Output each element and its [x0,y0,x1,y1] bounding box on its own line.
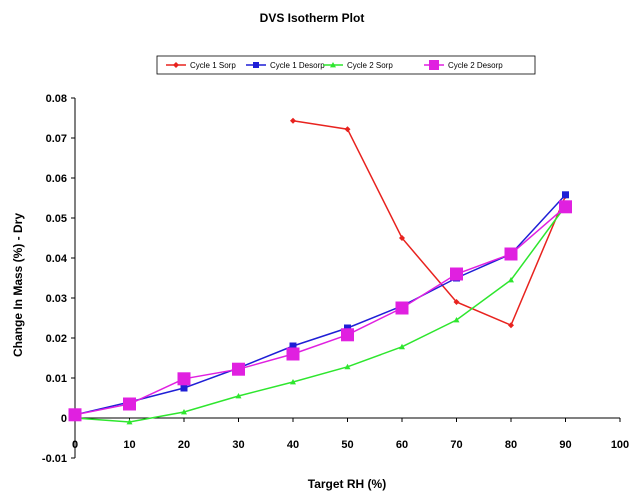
legend-marker [253,62,259,68]
x-axis-title: Target RH (%) [308,477,386,491]
y-tick-label: -0.01 [42,453,67,465]
y-tick-label: 0.04 [46,253,68,265]
series-line [74,206,566,416]
data-point [504,247,518,261]
data-point [508,277,514,283]
y-axis-title: Change In Mass (%) - Dry [11,213,25,357]
series-4 [68,200,572,422]
data-point [399,235,405,241]
legend-marker [429,60,439,70]
data-point [180,384,188,392]
data-point [286,347,300,361]
data-point [399,343,405,350]
legend-item: Cycle 2 Desorp [424,60,503,70]
data-point [344,126,351,133]
y-tick-label: 0.02 [46,333,67,345]
y-tick-label: 0.01 [46,373,67,385]
y-tick-label: 0.05 [46,213,67,225]
y-tick-label: 0.07 [46,133,67,145]
data-point [453,299,460,305]
data-point [235,393,242,399]
series-2 [71,191,569,419]
legend-label: Cycle 2 Sorp [347,61,393,70]
y-tick-label: 0.06 [46,173,67,185]
x-tick-label: 0 [72,439,78,451]
x-tick-label: 100 [611,439,629,451]
x-tick-label: 90 [559,439,571,451]
data-point [68,408,82,422]
data-point [562,191,569,199]
data-point [344,363,351,370]
data-point [344,324,351,332]
x-tick-label: 80 [505,439,517,451]
series-1 [290,117,569,329]
data-point [508,322,514,329]
x-tick-label: 50 [341,439,353,451]
data-point [453,317,460,323]
x-tick-label: 20 [178,439,190,451]
data-point [181,409,187,415]
y-tick-label: 0.03 [46,293,67,305]
y-tick-label: 0.08 [46,93,67,105]
x-tick-label: 40 [287,439,299,451]
legend-item: Cycle 1 Sorp [166,61,236,70]
data-point [123,397,136,411]
legend-item: Cycle 2 Sorp [323,61,393,70]
legend-box [156,55,536,75]
data-point [177,372,191,386]
series-line [74,194,567,416]
legend-label: Cycle 1 Desorp [270,61,325,70]
series-3 [72,203,569,425]
data-point [289,342,297,350]
data-point [126,419,133,425]
chart-title: DVS Isotherm Plot [260,11,365,25]
data-point [450,267,463,281]
data-point [341,328,354,342]
legend-marker [173,62,179,68]
data-point [232,362,245,376]
data-point [290,117,296,124]
legend: Cycle 1 Sorp Cycle 1 Desorp Cycle 2 Sorp Cy… [156,55,536,75]
series-line [74,205,567,423]
series-line [292,120,567,327]
legend-label: Cycle 2 Desorp [448,61,503,70]
y-tick-label: 0 [61,413,67,425]
x-tick-label: 70 [450,439,462,451]
data-point [395,301,409,315]
axes: -0.01 0 0.01 0.02 0.03 0.04 0.05 0.06 0.07 0.08 0 1… [42,93,629,465]
legend-marker [330,62,336,68]
x-tick-label: 10 [123,439,135,451]
legend-label: Cycle 1 Sorp [190,61,236,70]
x-tick-label: 30 [232,439,244,451]
series-layer [68,117,572,425]
x-tick-label: 60 [396,439,408,451]
legend-item: Cycle 1 Desorp [246,61,325,70]
data-point [559,200,572,214]
data-point [290,379,296,385]
